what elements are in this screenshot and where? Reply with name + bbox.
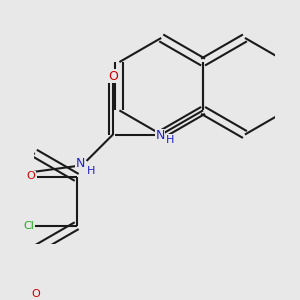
Text: O: O xyxy=(27,171,35,181)
Text: O: O xyxy=(108,70,118,83)
Text: O: O xyxy=(32,290,40,299)
Text: Cl: Cl xyxy=(24,221,34,231)
Text: H: H xyxy=(87,166,95,176)
Text: H: H xyxy=(165,135,174,145)
Text: N: N xyxy=(75,157,85,169)
Text: N: N xyxy=(155,129,165,142)
